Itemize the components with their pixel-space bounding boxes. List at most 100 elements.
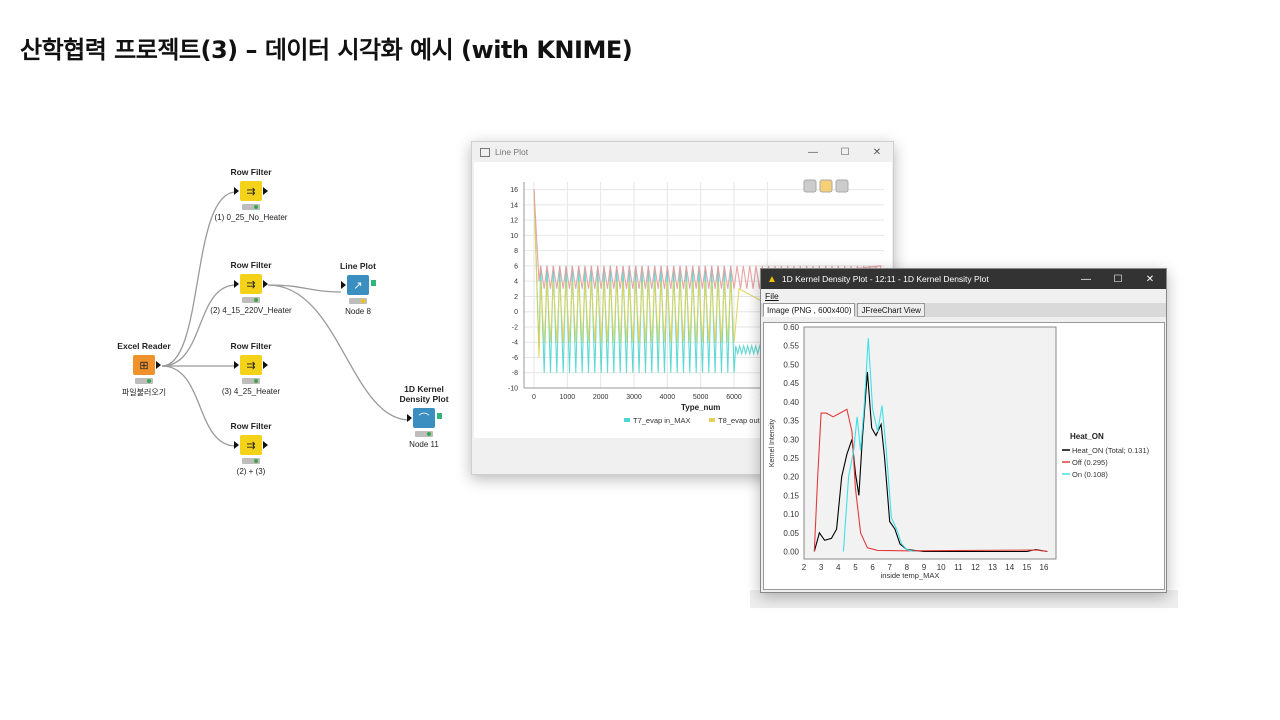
x-tick-label: 14 [1005,563,1014,572]
row-filter-node-4[interactable]: Row Filter ⇉ (2) + (3) [191,421,311,476]
x-tick-label: 4 [836,563,841,572]
y-tick-label: 0.60 [783,323,799,332]
series-line-1 [533,189,868,358]
node-status-warning-icon [349,298,367,304]
y-tick-label: 0.00 [783,548,799,557]
window-app-icon [480,147,490,157]
kde-plot-view: 0.00 0.05 0.10 0.15 0.20 0.25 0.30 0.35 0.40 0.45… [763,322,1165,590]
density-curve-1 [813,408,1048,553]
plot-area [803,326,1057,560]
warning-icon: ▲ [767,273,777,285]
y-tick-label: -6 [512,355,518,362]
node-status-icon [242,297,260,303]
y-tick-label: 0.20 [783,473,799,482]
maximize-button[interactable]: ☐ [840,146,850,158]
close-button[interactable]: ✕ [872,146,882,158]
connection-reader-filter4 [161,365,237,447]
maximize-button[interactable]: ☐ [1113,273,1123,285]
y-tick-label: 6 [514,263,518,270]
node-status-icon [242,458,260,464]
y-tick-label: 0.25 [783,454,799,463]
x-tick-label: 6000 [726,394,742,401]
node-label: Node 11 [409,440,439,449]
x-tick-label: 8 [905,563,910,572]
row-filter-node-2[interactable]: Row Filter ⇉ (2) 4_15_220V_Heater [191,260,311,315]
node-label: (2) + (3) [236,467,266,476]
row-filter-node-1[interactable]: Row Filter ⇉ (1) 0_25_No_Heater [191,167,311,222]
x-tick-label: 10 [937,563,946,572]
x-axis-label: Type_num [681,403,720,412]
node-title: Excel Reader [117,341,171,351]
node-status-icon [135,378,153,384]
legend-swatch [624,418,630,422]
y-tick-label: 16 [510,187,518,194]
node-title: 1D Kernel Density Plot [399,384,449,404]
node-title: Row Filter [230,341,272,351]
line-plot-node[interactable]: Line Plot ↗ Node 8 [298,261,418,316]
filter-icon: ⇉ [234,181,268,201]
y-tick-label: 0.50 [783,360,799,369]
node-status-icon [242,204,260,210]
row-filter-node-3[interactable]: Row Filter ⇉ (3) 4_25_Heater [191,341,311,396]
node-label: Node 8 [345,307,371,316]
y-tick-label: 0.45 [783,379,799,388]
node-status-icon [242,378,260,384]
workflow-connections [161,191,411,447]
x-tick-label: 16 [1040,563,1049,572]
menu-bar: File [761,289,1166,303]
legend-label: T7_evap in_MAX [633,416,691,425]
x-tick-label: 5 [853,563,858,572]
excel-reader-node[interactable]: Excel Reader ⊞ 파일불러오기 [84,341,204,398]
y-tick-label: 4 [514,279,518,286]
zoom-icon [803,179,817,193]
legend-label: T8_evap out1_ [718,416,769,425]
y-tick-label: 0.30 [783,435,799,444]
y-tick-label: -2 [512,324,518,331]
x-tick-label: 9 [922,563,927,572]
line-chart-icon: ↗ [341,275,376,295]
node-label: (3) 4_25_Heater [221,387,281,396]
connection-filter2-kde [267,284,411,421]
x-tick-label: 0 [532,394,536,401]
y-tick-label: 2 [514,294,518,301]
y-tick-label: 0.40 [783,398,799,407]
slide-title: 산학협력 프로젝트(3) – 데이터 시각화 예시 (with KNIME) [20,36,633,64]
y-tick-label: 0.15 [783,491,799,500]
y-axis-label: Kernel Intensity [769,418,776,467]
legend-label: Heat_ON (Total; 0.131) [1072,446,1150,455]
x-tick-label: 3 [819,563,824,572]
window-title: 1D Kernel Density Plot - 12:11 - 1D Kern… [781,274,989,284]
connection-reader-filter2 [161,284,237,367]
window-title: Line Plot [495,147,529,157]
line-plot-chart: 0100020003000400050006000700016141210864… [508,179,884,425]
y-tick-label: 0.35 [783,417,799,426]
minimize-button[interactable]: — [1081,273,1091,285]
window-titlebar[interactable]: ▲ 1D Kernel Density Plot - 12:11 - 1D Ke… [761,269,1166,289]
warning-icon [819,179,833,193]
y-tick-label: 0.05 [783,529,799,538]
legend-label: Off (0.295) [1072,458,1108,467]
x-tick-label: 11 [954,563,963,572]
y-tick-label: 0.10 [783,510,799,519]
x-tick-label: 13 [988,563,997,572]
density-chart-icon: ⌒ [407,408,442,428]
kde-plot-node[interactable]: 1D Kernel Density Plot ⌒ Node 11 [364,384,484,449]
x-tick-label: 15 [1022,563,1031,572]
kde-plot-window[interactable]: ▲ 1D Kernel Density Plot - 12:11 - 1D Ke… [760,268,1167,593]
x-tick-label: 2 [802,563,807,572]
y-tick-label: -8 [512,370,518,377]
image-backdrop [750,590,1178,608]
window-titlebar[interactable]: Line Plot — ☐ ✕ [472,142,893,162]
node-label: 파일불러오기 [121,388,167,397]
legend-label: On (0.108) [1072,470,1108,479]
y-tick-label: 0.55 [783,342,799,351]
y-tick-label: 14 [510,202,518,209]
minimize-button[interactable]: — [808,146,818,158]
view-tabs: Image (PNG , 600x400) JFreeChart View [761,303,1166,317]
tab-image[interactable]: Image (PNG , 600x400) [763,303,856,317]
close-button[interactable]: ✕ [1145,273,1155,285]
y-tick-label: -4 [512,340,518,347]
tab-jfreechart[interactable]: JFreeChart View [857,303,925,317]
node-title: Row Filter [230,421,272,431]
menu-file[interactable]: File [765,291,779,301]
